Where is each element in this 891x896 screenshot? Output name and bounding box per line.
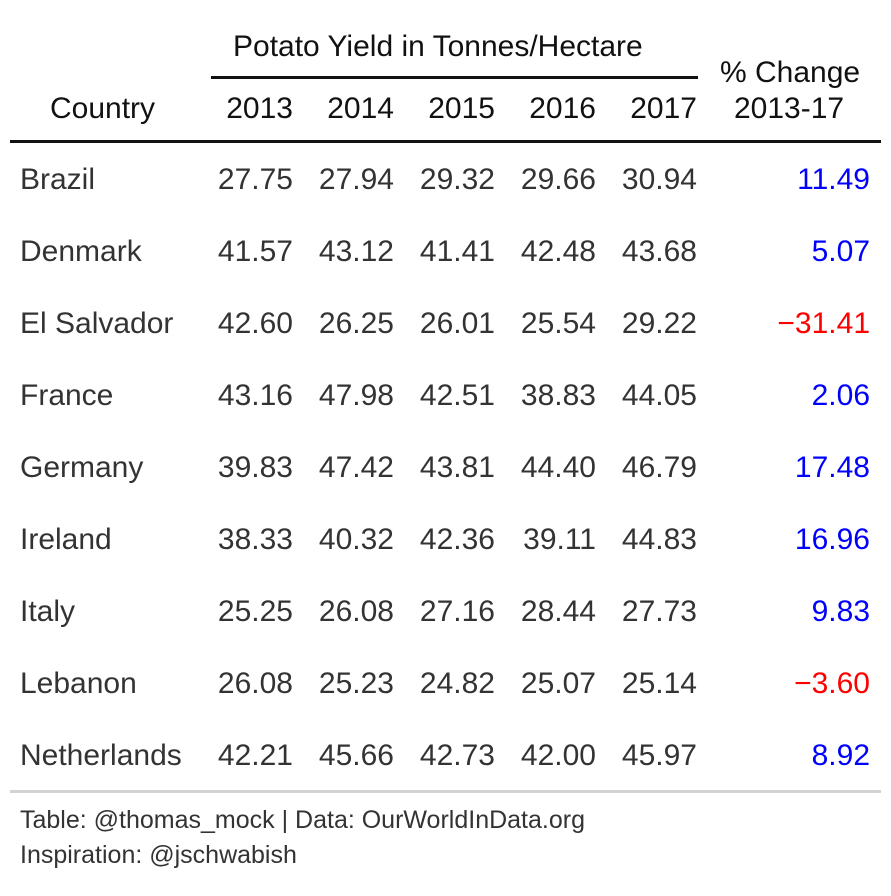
cell-country: Germany — [20, 451, 144, 484]
cell-yield: 42.73 — [419, 739, 495, 772]
cell-change: 16.96 — [794, 523, 870, 556]
cell-yield: 30.94 — [621, 163, 697, 196]
cell-country: Netherlands — [20, 739, 182, 772]
cell-yield: 43.81 — [419, 451, 495, 484]
cell-yield: 46.79 — [621, 451, 697, 484]
col-header-year: 2014 — [327, 92, 394, 125]
cell-yield: 29.22 — [621, 307, 697, 340]
header-rule — [10, 140, 881, 143]
col-header-year: 2017 — [630, 92, 697, 125]
cell-country: Brazil — [20, 163, 96, 196]
cell-yield: 28.44 — [520, 595, 596, 628]
cell-yield: 39.11 — [523, 523, 596, 556]
col-header-change-line2: 2013-17 — [734, 92, 845, 125]
spanner-rule — [211, 76, 698, 79]
cell-yield: 45.66 — [318, 739, 394, 772]
cell-yield: 26.01 — [419, 307, 495, 340]
cell-yield: 42.21 — [217, 739, 293, 772]
cell-country: France — [20, 379, 114, 412]
cell-yield: 25.07 — [520, 667, 596, 700]
cell-yield: 27.73 — [621, 595, 697, 628]
cell-country: Lebanon — [20, 667, 137, 700]
col-header-change-line1: % Change — [720, 56, 861, 89]
cell-yield: 42.36 — [419, 523, 495, 556]
cell-yield: 42.60 — [217, 307, 293, 340]
cell-yield: 27.16 — [419, 595, 495, 628]
cell-change: −31.41 — [777, 307, 870, 340]
cell-yield: 41.57 — [217, 235, 293, 268]
cell-yield: 27.94 — [318, 163, 394, 196]
cell-yield: 27.75 — [217, 163, 293, 196]
cell-yield: 38.83 — [520, 379, 596, 412]
cell-yield: 44.05 — [621, 379, 697, 412]
cell-country: Denmark — [20, 235, 142, 268]
cell-yield: 40.32 — [318, 523, 394, 556]
cell-change: 8.92 — [811, 739, 870, 772]
cell-yield: 42.00 — [520, 739, 596, 772]
spanner-label: Potato Yield in Tonnes/Hectare — [233, 30, 643, 63]
cell-yield: 26.25 — [318, 307, 394, 340]
cell-change: 2.06 — [811, 379, 870, 412]
cell-yield: 25.23 — [318, 667, 394, 700]
cell-change: 5.07 — [811, 235, 870, 268]
cell-yield: 39.83 — [217, 451, 293, 484]
cell-yield: 41.41 — [419, 235, 495, 268]
cell-yield: 29.32 — [419, 163, 495, 196]
cell-yield: 45.97 — [621, 739, 697, 772]
cell-change: 17.48 — [794, 451, 870, 484]
cell-country: Ireland — [20, 523, 112, 556]
cell-yield: 44.83 — [621, 523, 697, 556]
cell-country: El Salvador — [20, 307, 174, 340]
cell-yield: 43.68 — [621, 235, 697, 268]
col-header-country: Country — [50, 92, 156, 125]
cell-yield: 29.66 — [520, 163, 596, 196]
cell-yield: 38.33 — [217, 523, 293, 556]
cell-yield: 44.40 — [520, 451, 596, 484]
col-header-year: 2016 — [529, 92, 596, 125]
cell-yield: 42.48 — [520, 235, 596, 268]
cell-yield: 25.25 — [217, 595, 293, 628]
cell-yield: 26.08 — [318, 595, 394, 628]
cell-yield: 25.14 — [621, 667, 697, 700]
cell-yield: 25.54 — [520, 307, 596, 340]
cell-yield: 42.51 — [419, 379, 495, 412]
cell-change: −3.60 — [794, 667, 870, 700]
cell-yield: 47.98 — [318, 379, 394, 412]
source-note: Inspiration: @jschwabish — [20, 841, 297, 869]
footer-rule — [10, 790, 881, 793]
col-header-year: 2013 — [226, 92, 293, 125]
cell-change: 9.83 — [811, 595, 870, 628]
source-note: Table: @thomas_mock | Data: OurWorldInDa… — [20, 806, 585, 834]
cell-yield: 26.08 — [217, 667, 293, 700]
cell-yield: 43.16 — [217, 379, 293, 412]
cell-change: 11.49 — [797, 163, 870, 196]
cell-yield: 24.82 — [419, 667, 495, 700]
cell-yield: 47.42 — [318, 451, 394, 484]
cell-country: Italy — [20, 595, 76, 628]
col-header-year: 2015 — [428, 92, 495, 125]
cell-yield: 43.12 — [318, 235, 394, 268]
